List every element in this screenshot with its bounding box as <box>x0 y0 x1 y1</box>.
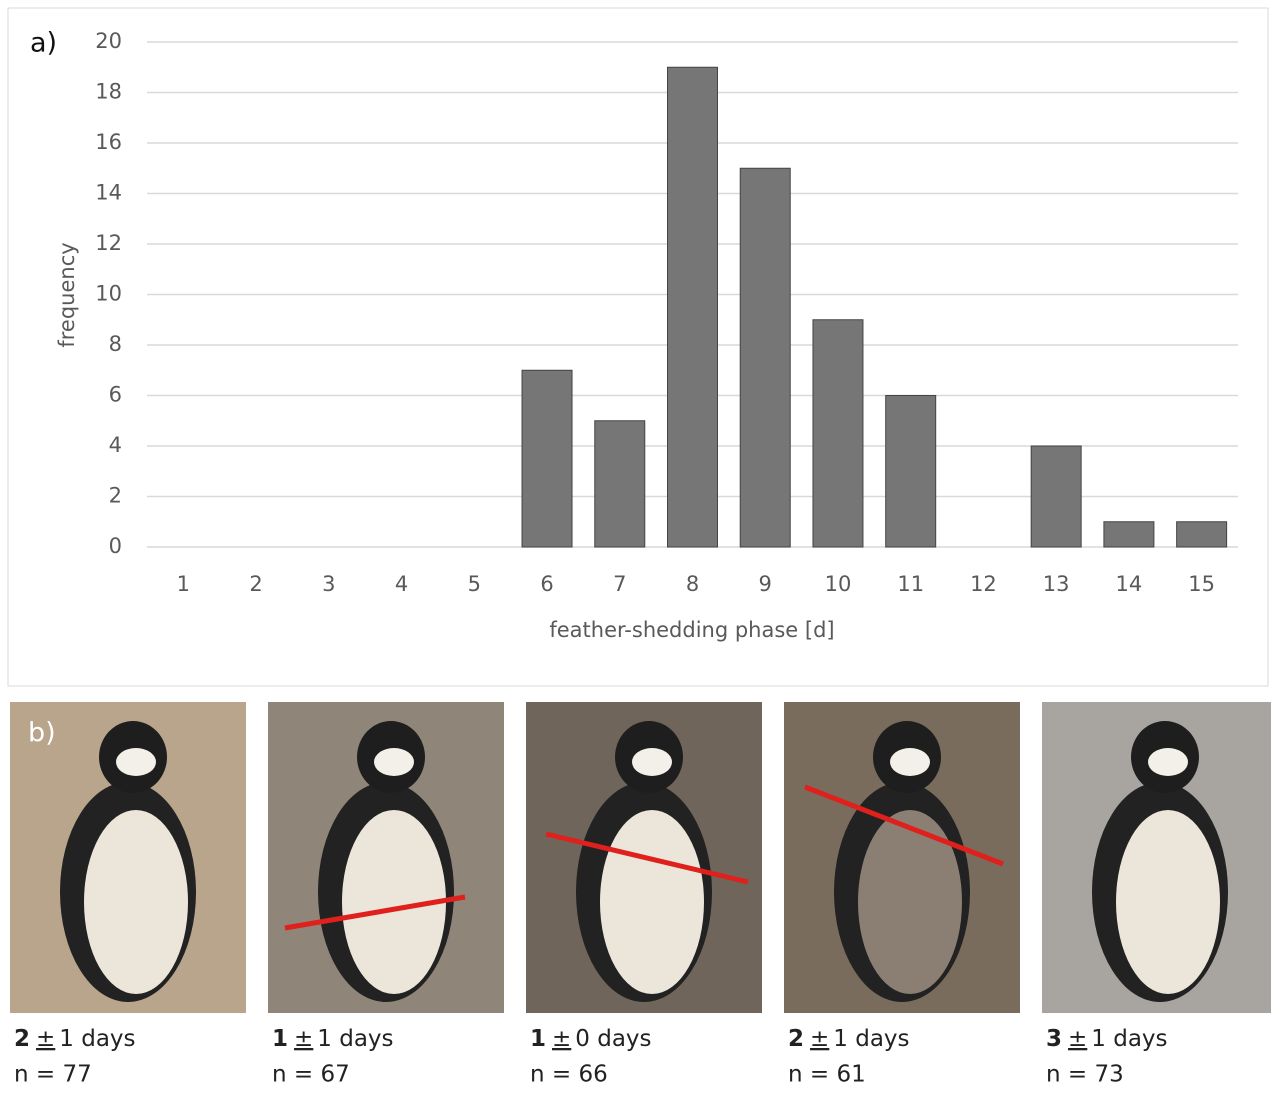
caption-mean-value: 1 <box>272 1026 288 1052</box>
x-tick-label: 13 <box>1043 572 1070 596</box>
y-axis-label: frequency <box>55 242 79 347</box>
y-tick-label: 18 <box>95 80 122 104</box>
y-tick-label: 12 <box>95 231 122 255</box>
caption-n: n = 67 <box>272 1062 350 1088</box>
caption-pm: ± <box>810 1026 829 1052</box>
penguin-face <box>890 748 930 776</box>
penguin-belly <box>858 810 962 994</box>
penguin-belly <box>600 810 704 994</box>
penguin-belly <box>84 810 188 994</box>
caption-pm: ± <box>552 1026 571 1052</box>
y-tick-label: 2 <box>109 484 122 508</box>
bar <box>1177 522 1227 547</box>
bar <box>740 168 790 547</box>
x-tick-label: 2 <box>249 572 262 596</box>
x-tick-label: 8 <box>686 572 699 596</box>
bar <box>1031 446 1081 547</box>
penguin-face <box>1148 748 1188 776</box>
x-tick-label: 12 <box>970 572 997 596</box>
caption-pm: ± <box>36 1026 55 1052</box>
penguin-face <box>632 748 672 776</box>
x-tick-label: 4 <box>395 572 408 596</box>
caption-mean: 2±1 days <box>14 1026 136 1052</box>
caption-mean: 2±1 days <box>788 1026 910 1052</box>
caption-mean-value: 1 <box>530 1026 546 1052</box>
caption-rest: 1 days <box>317 1026 393 1052</box>
chart-frame <box>8 8 1268 686</box>
y-tick-label: 6 <box>109 383 122 407</box>
caption-n: n = 77 <box>14 1062 92 1088</box>
bar <box>595 421 645 547</box>
y-tick-label: 0 <box>109 534 122 558</box>
caption-pm: ± <box>1068 1026 1087 1052</box>
caption-rest: 1 days <box>1091 1026 1167 1052</box>
x-axis-label: feather-shedding phase [d] <box>549 618 834 642</box>
figure: a) frequency feather-shedding phase [d] … <box>0 0 1271 1091</box>
x-tick-label: 10 <box>825 572 852 596</box>
x-tick-label: 3 <box>322 572 335 596</box>
x-tick-label: 7 <box>613 572 626 596</box>
y-tick-label: 4 <box>109 433 122 457</box>
x-tick-label: 9 <box>759 572 772 596</box>
bar <box>813 320 863 547</box>
caption-rest: 0 days <box>575 1026 651 1052</box>
y-tick-label: 10 <box>95 282 122 306</box>
x-tick-label: 15 <box>1188 572 1215 596</box>
caption-mean-value: 2 <box>788 1026 804 1052</box>
caption-n: n = 66 <box>530 1062 608 1088</box>
caption-rest: 1 days <box>833 1026 909 1052</box>
bar <box>522 370 572 547</box>
x-tick-label: 14 <box>1116 572 1143 596</box>
y-tick-label: 8 <box>109 332 122 356</box>
caption-mean: 3±1 days <box>1046 1026 1168 1052</box>
y-tick-label: 14 <box>95 181 122 205</box>
penguin-face <box>116 748 156 776</box>
caption-mean: 1±0 days <box>530 1026 652 1052</box>
y-tick-label: 16 <box>95 130 122 154</box>
caption-n: n = 61 <box>788 1062 866 1088</box>
penguin-face <box>374 748 414 776</box>
caption-pm: ± <box>294 1026 313 1052</box>
y-tick-label: 20 <box>95 29 122 53</box>
caption-n: n = 73 <box>1046 1062 1124 1088</box>
x-tick-label: 6 <box>540 572 553 596</box>
caption-mean: 1±1 days <box>272 1026 394 1052</box>
x-tick-label: 5 <box>468 572 481 596</box>
caption-mean-value: 3 <box>1046 1026 1062 1052</box>
x-tick-label: 1 <box>177 572 190 596</box>
panel-label: a) <box>30 28 57 59</box>
x-tick-label: 11 <box>897 572 924 596</box>
caption-rest: 1 days <box>59 1026 135 1052</box>
panel-label: b) <box>28 718 56 749</box>
bar <box>668 67 718 547</box>
bar <box>886 396 936 548</box>
penguin-belly <box>1116 810 1220 994</box>
bar <box>1104 522 1154 547</box>
caption-mean-value: 2 <box>14 1026 30 1052</box>
